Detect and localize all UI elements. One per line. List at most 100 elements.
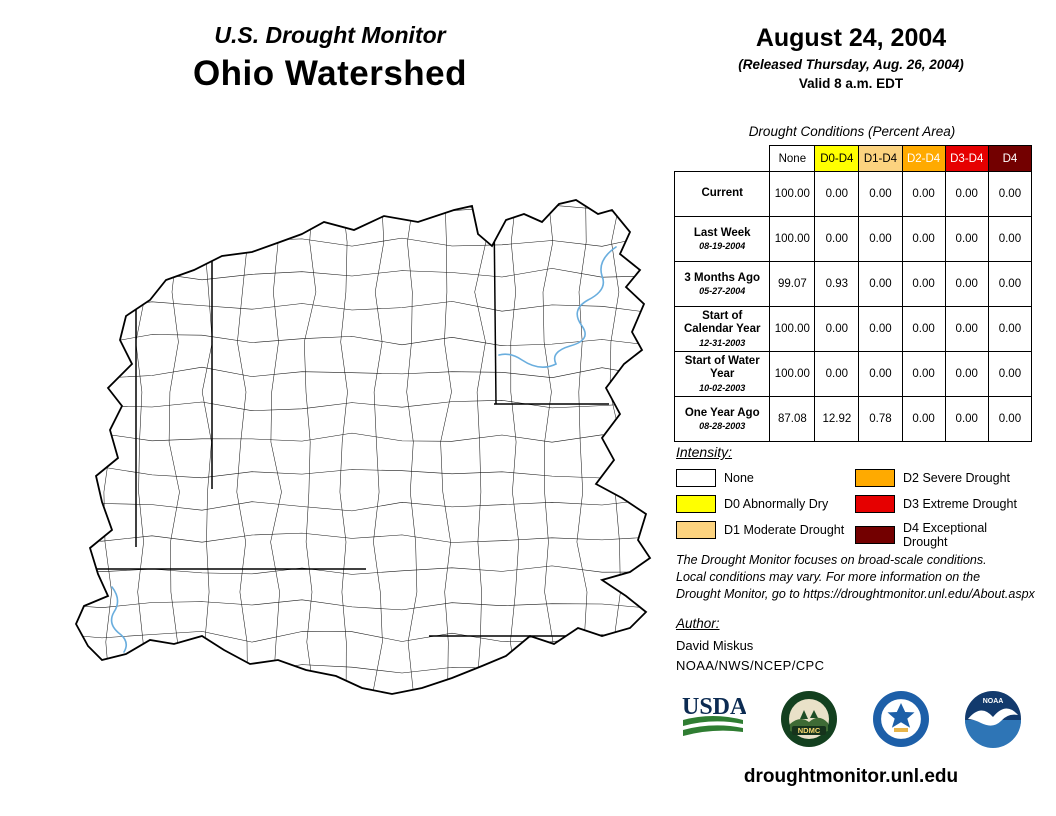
value-cell: 100.00 [769,306,816,352]
ohio-watershed-map [74,199,652,695]
value-cell: 0.93 [814,261,860,307]
value-cell: 0.00 [858,216,903,262]
value-cell: 0.00 [858,306,903,352]
drought-table-title: Drought Conditions (Percent Area) [748,124,956,139]
value-cell: 0.00 [944,351,989,397]
col-header-d2d4: D2-D4 [901,145,946,172]
value-cell: 0.00 [944,396,989,442]
value-cell: 0.00 [814,351,860,397]
value-cell: 100.00 [769,351,816,397]
value-cell: 0.00 [987,261,1033,307]
legend-label: D0 Abnormally Dry [724,497,829,511]
value-cell: 0.78 [858,396,903,442]
legend-swatch-d3 [855,495,895,513]
header-right: August 24, 2004 (Released Thursday, Aug.… [668,24,1034,91]
legend-label: D2 Severe Drought [903,471,1011,485]
value-cell: 0.00 [901,396,946,442]
row-label: Last Week [693,226,751,239]
row-date: 10-02-2003 [699,382,746,393]
value-cell: 0.00 [987,171,1033,217]
row-label: One Year Ago [684,406,760,419]
legend-title: Intensity: [676,444,733,460]
author-section: Author: David Miskus NOAA/NWS/NCEP/CPC [676,616,824,673]
value-cell: 0.00 [944,171,989,217]
value-cell: 100.00 [769,216,816,262]
legend-item: None [676,469,855,487]
value-cell: 0.00 [858,351,903,397]
value-cell: 0.00 [987,351,1033,397]
row-header: Start of Water Year 10-02-2003 [673,351,771,397]
footer-url: droughtmonitor.unl.edu [743,766,959,787]
region-title: Ohio Watershed [192,54,468,93]
value-cell: 87.08 [769,396,816,442]
col-header-none: None [769,145,816,172]
row-header: Start of Calendar Year 12-31-2003 [673,306,771,352]
legend-label: D4 Exceptional Drought [903,521,988,549]
drought-monitor-title: U.S. Drought Monitor [214,22,446,48]
legend-label: D1 Moderate Drought [724,523,845,537]
map-container [48,192,656,717]
row-label: Start of Calendar Year [683,310,761,336]
author-org: NOAA/NWS/NCEP/CPC [676,658,825,673]
row-header: Last Week 08-19-2004 [673,216,771,262]
svg-text:USDA: USDA [682,694,746,720]
table-row: Start of Water Year 10-02-2003 100.00 0.… [673,351,1033,397]
intensity-legend: Intensity: None D0 Abnormally Dry D1 Mod… [676,444,1034,557]
value-cell: 0.00 [901,261,946,307]
author-heading: Author: [676,616,720,631]
legend-swatch-d1 [676,521,716,539]
value-cell: 0.00 [987,216,1033,262]
value-cell: 0.00 [901,351,946,397]
value-cell: 12.92 [814,396,860,442]
svg-text:NOAA: NOAA [983,698,1004,705]
noaa-logo: NOAA [964,690,1022,753]
table-row: Current 100.00 0.00 0.00 0.00 0.00 0.00 [673,171,1033,217]
legend-item: D3 Extreme Drought [855,495,1034,513]
value-cell: 0.00 [814,216,860,262]
row-header: 3 Months Ago 05-27-2004 [673,261,771,307]
header-left: U.S. Drought Monitor Ohio Watershed [110,22,550,94]
col-header-d1d4: D1-D4 [858,145,903,172]
commerce-seal-logo [872,690,930,753]
agency-logos: USDA NDMC [668,690,1034,753]
row-date: 08-28-2003 [699,420,746,431]
legend-swatch-d4 [855,526,895,544]
river-lines [110,246,617,653]
legend-item: D0 Abnormally Dry [676,495,855,513]
county-boundaries [76,200,650,693]
legend-label: None [724,471,754,485]
value-cell: 0.00 [944,306,989,352]
ndmc-logo: NDMC [780,690,838,753]
legend-item: D2 Severe Drought [855,469,1034,487]
legend-swatch-d2 [855,469,895,487]
row-date: 05-27-2004 [699,285,746,296]
legend-column-left: None D0 Abnormally Dry D1 Moderate Droug… [676,469,855,557]
watershed-outline [74,199,652,695]
value-cell: 0.00 [944,216,989,262]
legend-swatch-d0 [676,495,716,513]
row-label: Start of Water Year [684,355,760,381]
legend-item: D4 Exceptional Drought [855,521,1034,549]
table-header-row: None D0-D4 D1-D4 D2-D4 D3-D4 D4 [675,145,1033,172]
col-header-d0d4: D0-D4 [814,145,860,172]
svg-text:NDMC: NDMC [798,726,821,735]
state-borders [76,208,650,637]
map-date: August 24, 2004 [755,24,947,52]
row-date: 12-31-2003 [699,337,746,348]
value-cell: 0.00 [814,306,860,352]
row-header: Current [673,171,771,217]
release-note: (Released Thursday, Aug. 26, 2004) [738,57,964,72]
value-cell: 0.00 [987,306,1033,352]
row-date: 08-19-2004 [699,240,746,251]
value-cell: 0.00 [858,261,903,307]
legend-column-right: D2 Severe Drought D3 Extreme Drought D4 … [855,469,1034,557]
value-cell: 0.00 [987,396,1033,442]
table-row: Start of Calendar Year 12-31-2003 100.00… [673,306,1033,352]
table-row: Last Week 08-19-2004 100.00 0.00 0.00 0.… [673,216,1033,262]
legend-item: D1 Moderate Drought [676,521,855,539]
table-row: 3 Months Ago 05-27-2004 99.07 0.93 0.00 … [673,261,1033,307]
table-corner-cell [675,146,770,172]
legend-label: D3 Extreme Drought [903,497,1017,511]
row-label: Current [701,186,743,199]
value-cell: 0.00 [944,261,989,307]
